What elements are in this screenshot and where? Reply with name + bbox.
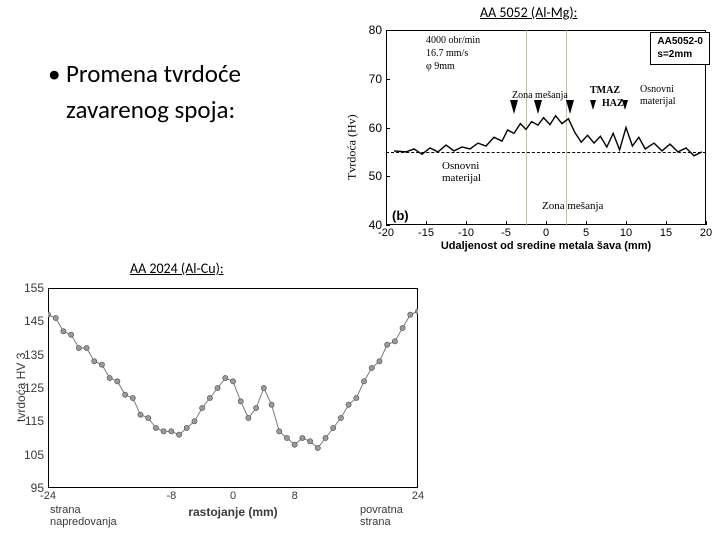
top-ytick: 60 — [362, 121, 382, 135]
legend-l1: AA5052-0 — [657, 36, 703, 49]
bullet-line2: zavarenog spoja: — [66, 94, 235, 125]
annot-zm-bot: Zona mešanja — [542, 200, 603, 213]
annot-osn-r2: materijal — [640, 96, 676, 108]
annot-osn-r1: Osnovni — [640, 84, 674, 96]
panel-label: (b) — [392, 208, 409, 223]
top-chart-title: AA 5052 (Al-Mg): — [480, 4, 577, 21]
top-xtick: -15 — [418, 227, 434, 239]
bot-ytick: 115 — [20, 414, 44, 428]
bottom-chart-title: AA 2024 (Al-Cu): — [130, 260, 224, 277]
annot-haz: HAZ — [602, 98, 624, 110]
bot-right-l1: povratna — [360, 504, 403, 516]
top-params: 4000 obr/min 16.7 mm/s φ 9mm — [426, 34, 480, 73]
bot-xtick: 0 — [230, 490, 236, 502]
slide-bullet: •Promena tvrdoće zavarenog spoja: — [48, 56, 241, 129]
top-ylabel: Tvrdoća (Hv) — [345, 114, 360, 180]
bot-left-l2: napredovanja — [50, 516, 117, 528]
top-xtick: -10 — [458, 227, 474, 239]
bot-data-line — [48, 288, 418, 488]
annot-zm-left: Zona mešanja — [512, 90, 568, 102]
top-ytick: 70 — [362, 72, 382, 86]
bottom-chart: tvrdoća HV 3 rastojanje (mm) 95105115125… — [0, 282, 430, 534]
top-xtick: -20 — [378, 227, 394, 239]
top-xtick: 5 — [583, 227, 589, 239]
top-chart: Tvrdoća (Hv) Udaljenost od sredine metal… — [342, 20, 716, 255]
bot-right-l2: strana — [360, 516, 391, 528]
top-ytick: 80 — [362, 23, 382, 37]
annot-osn-l1: Osnovni — [442, 160, 479, 173]
annotation-arrow-icon — [534, 100, 542, 114]
bot-ytick: 125 — [20, 381, 44, 395]
legend-l2: s=2mm — [657, 49, 703, 62]
bullet-line1: Promena tvrdoće — [66, 58, 241, 89]
param-l2: 16.7 mm/s — [426, 47, 480, 60]
top-xtick: -5 — [501, 227, 511, 239]
top-xtick: 15 — [660, 227, 672, 239]
param-l3: φ 9mm — [426, 60, 480, 73]
top-xtick: 10 — [620, 227, 632, 239]
annot-osn-l2: materijal — [442, 172, 481, 185]
bullet-dot: • — [48, 56, 66, 92]
param-l1: 4000 obr/min — [426, 34, 480, 47]
bot-ytick: 155 — [20, 281, 44, 295]
bot-ytick: 105 — [20, 448, 44, 462]
annotation-arrow-icon — [566, 100, 574, 114]
annotation-arrow-icon — [590, 100, 596, 110]
bot-ytick: 135 — [20, 348, 44, 362]
top-xlabel: Udaljenost od sredine metala šava (mm) — [386, 240, 706, 252]
annot-tmaz: TMAZ — [590, 85, 620, 97]
bot-xtick: 8 — [292, 490, 298, 502]
top-xtick: 0 — [543, 227, 549, 239]
bot-xtick: -8 — [166, 490, 176, 502]
top-xtick: 20 — [700, 227, 712, 239]
bot-left-l1: strana — [50, 504, 81, 516]
bot-xtick: -24 — [40, 490, 56, 502]
bot-ytick: 145 — [20, 314, 44, 328]
annotation-arrow-icon — [510, 100, 518, 114]
bot-xtick: 24 — [412, 490, 424, 502]
top-ytick: 50 — [362, 169, 382, 183]
top-legend: AA5052-0 s=2mm — [650, 32, 710, 65]
